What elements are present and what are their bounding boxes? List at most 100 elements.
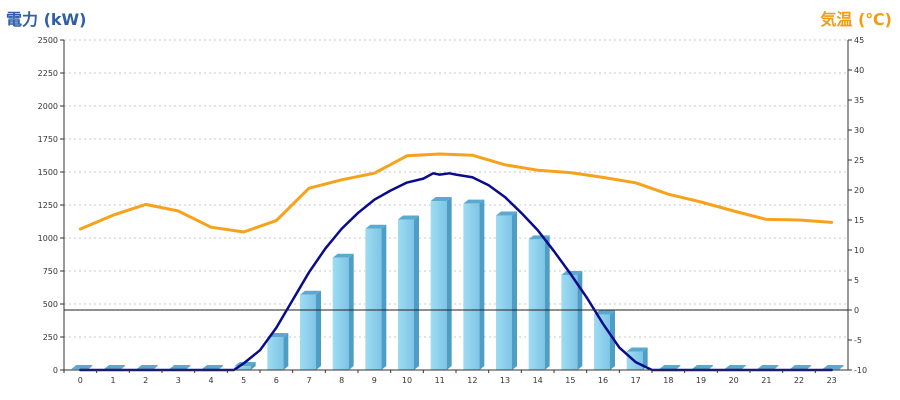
- bar-top: [594, 310, 615, 315]
- x-tick-label: 23: [827, 376, 837, 385]
- bar-side: [773, 364, 779, 370]
- bar-side: [577, 270, 583, 370]
- right-tick-label: 15: [854, 216, 864, 225]
- power-bar: [594, 310, 615, 370]
- x-tick-label: 19: [696, 376, 706, 385]
- power-bar: [430, 197, 452, 370]
- bar-top: [463, 199, 485, 204]
- bar-side: [185, 364, 191, 370]
- bar-side: [283, 333, 289, 370]
- bar-side: [610, 310, 615, 370]
- x-tick-label: 4: [208, 376, 213, 385]
- right-tick-label: -10: [854, 366, 867, 375]
- bar-side: [316, 290, 321, 370]
- bar-top: [430, 197, 452, 202]
- bar-front: [300, 294, 316, 370]
- bar-top: [724, 364, 746, 369]
- bar-front: [365, 228, 382, 370]
- x-tick-label: 22: [794, 376, 804, 385]
- bar-top: [202, 364, 223, 369]
- left-tick-label: 2500: [38, 36, 58, 45]
- bar-top: [71, 364, 93, 369]
- bar-side: [414, 215, 419, 370]
- right-tick-label: 45: [854, 36, 864, 45]
- bar-top: [561, 270, 583, 275]
- x-tick-label: 21: [761, 376, 771, 385]
- bar-front: [332, 257, 349, 370]
- bar-top: [692, 364, 713, 369]
- bar-top: [136, 364, 158, 369]
- bar-side: [446, 197, 452, 370]
- x-tick-label: 10: [402, 376, 412, 385]
- bar-front: [528, 239, 545, 370]
- right-axis-title: 気温 (℃): [820, 10, 892, 29]
- bar-side: [642, 347, 648, 370]
- bar-side: [348, 253, 354, 370]
- left-tick-label: 1500: [38, 168, 58, 177]
- x-tick-label: 11: [435, 376, 445, 385]
- bar-side: [544, 235, 550, 370]
- x-tick-label: 16: [598, 376, 608, 385]
- bar-top: [332, 253, 354, 258]
- bar-front: [267, 337, 284, 370]
- left-tick-label: 1000: [38, 234, 58, 243]
- bar-side: [708, 364, 713, 370]
- left-tick-label: 1250: [38, 201, 58, 210]
- power-curve-line: [79, 172, 833, 372]
- x-tick-label: 15: [565, 376, 575, 385]
- bar-side: [675, 364, 681, 370]
- bar-front: [561, 274, 578, 370]
- right-tick-label: 30: [854, 126, 864, 135]
- left-tick-label: 250: [43, 333, 58, 342]
- left-tick-label: 500: [43, 300, 58, 309]
- power-bar: [561, 270, 583, 370]
- bar-front: [430, 201, 447, 370]
- x-tick-label: 6: [274, 376, 279, 385]
- right-tick-label: 5: [854, 276, 859, 285]
- bar-side: [120, 364, 125, 370]
- bar-side: [87, 364, 93, 370]
- power-bar: [365, 224, 387, 370]
- bar-top: [169, 364, 191, 369]
- bar-side: [218, 364, 223, 370]
- bar-front: [496, 215, 512, 370]
- right-tick-label: 40: [854, 66, 864, 75]
- bar-top: [790, 364, 811, 369]
- bar-side: [838, 364, 844, 370]
- bar-top: [300, 290, 321, 295]
- bar-side: [479, 199, 485, 370]
- right-tick-label: 0: [854, 306, 859, 315]
- grid-lines: [64, 39, 848, 338]
- power-bar: [267, 333, 289, 370]
- right-tick-label: 10: [854, 246, 864, 255]
- x-tick-label: 2: [143, 376, 148, 385]
- power-bar: [463, 199, 485, 370]
- left-tick-label: 2000: [38, 102, 58, 111]
- x-tick-label: 1: [110, 376, 115, 385]
- bar-top: [659, 364, 681, 369]
- bar-front: [398, 219, 414, 370]
- x-tick-label: 9: [372, 376, 377, 385]
- temperature-line: [78, 152, 834, 234]
- bar-top: [365, 224, 387, 229]
- x-tick-label: 17: [631, 376, 641, 385]
- x-tick-label: 18: [663, 376, 673, 385]
- bar-top: [626, 347, 648, 352]
- bar-side: [806, 364, 811, 370]
- left-tick-label: 2250: [38, 69, 58, 78]
- bar-top: [757, 364, 779, 369]
- x-tick-label: 20: [729, 376, 739, 385]
- bar-side: [250, 362, 256, 370]
- bar-top: [104, 364, 125, 369]
- right-tick-label: 25: [854, 156, 864, 165]
- right-tick-label: -5: [854, 336, 862, 345]
- power-bar: [300, 290, 321, 370]
- bar-front: [234, 366, 251, 370]
- x-tick-label: 8: [339, 376, 344, 385]
- bar-top: [822, 364, 844, 369]
- left-tick-label: 1750: [38, 135, 58, 144]
- power-bar: [398, 215, 419, 370]
- bar-top: [398, 215, 419, 220]
- power-bar: [332, 253, 354, 370]
